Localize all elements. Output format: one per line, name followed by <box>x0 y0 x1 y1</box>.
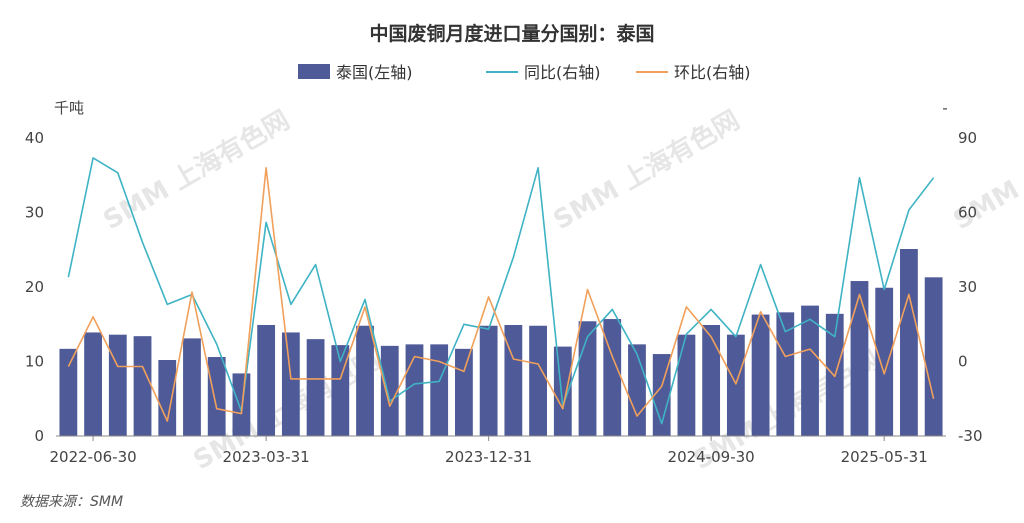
bar-6 <box>207 357 226 436</box>
bars <box>59 249 943 436</box>
left-tick-2: 20 <box>25 278 44 296</box>
bar-29 <box>776 312 795 436</box>
bar-19 <box>529 325 547 436</box>
bar-8 <box>257 324 276 436</box>
right-tick-0: -30 <box>958 427 983 445</box>
right-axis: -30 0 30 60 90 <box>958 129 983 445</box>
x-tick-0: 2022-06-30 <box>49 448 136 466</box>
x-tick-4: 2025-05-31 <box>841 448 928 466</box>
bar-3 <box>133 336 152 436</box>
bar-22 <box>603 319 622 436</box>
x-tick-2: 2023-12-31 <box>445 448 532 466</box>
left-tick-4: 40 <box>25 129 44 147</box>
bar-26 <box>702 324 721 436</box>
right-tick-2: 30 <box>958 278 977 296</box>
right-tick-1: 0 <box>958 353 968 371</box>
x-tick-1: 2023-03-31 <box>223 448 310 466</box>
bar-9 <box>281 332 300 436</box>
bar-23 <box>628 344 646 436</box>
bar-5 <box>183 338 201 436</box>
bar-13 <box>380 345 399 436</box>
left-tick-0: 0 <box>34 427 44 445</box>
bar-16 <box>455 348 473 436</box>
x-tick-3: 2024-09-30 <box>668 448 755 466</box>
bar-34 <box>900 249 918 436</box>
bar-32 <box>850 281 869 436</box>
left-axis-unit: 千吨 <box>54 99 84 117</box>
bar-12 <box>356 325 374 436</box>
bar-25 <box>677 334 696 436</box>
bar-18 <box>504 324 523 436</box>
right-tick-4: 90 <box>958 129 977 147</box>
bar-15 <box>430 344 449 436</box>
bar-20 <box>553 346 572 436</box>
left-axis: 0 10 20 30 40 <box>25 129 44 445</box>
bar-33 <box>875 287 894 436</box>
right-tick-3: 60 <box>958 204 977 222</box>
legend-label-1: 同比(右轴) <box>524 63 601 82</box>
source-note: 数据来源：SMM <box>20 494 123 510</box>
legend-label-2: 环比(右轴) <box>674 63 751 82</box>
legend-swatch-bar <box>298 64 330 79</box>
bar-4 <box>158 360 177 436</box>
bar-10 <box>306 339 325 436</box>
bar-35 <box>924 277 943 436</box>
bar-28 <box>751 314 770 436</box>
legend-label-0: 泰国(左轴) <box>336 63 413 82</box>
legend: 泰国(左轴) 同比(右轴) 环比(右轴) <box>298 63 751 82</box>
yoy-line <box>67 157 935 425</box>
left-tick-1: 10 <box>25 353 44 371</box>
x-axis: 2022-06-30 2023-03-31 2023-12-31 2024-09-30… <box>49 436 928 466</box>
mom-line <box>67 167 935 422</box>
bar-1 <box>84 332 102 436</box>
left-tick-3: 30 <box>25 204 44 222</box>
bar-2 <box>108 334 127 436</box>
bar-30 <box>801 305 819 436</box>
bar-17 <box>479 325 498 436</box>
bar-27 <box>726 334 745 436</box>
lines <box>67 157 935 425</box>
right-axis-unit: - <box>942 99 947 117</box>
chart-title: 中国废铜月度进口量分国别：泰国 <box>369 22 654 45</box>
bar-0 <box>59 348 78 436</box>
bar-7 <box>232 373 251 436</box>
watermark-1: SMM 上海有色网 <box>548 104 745 236</box>
